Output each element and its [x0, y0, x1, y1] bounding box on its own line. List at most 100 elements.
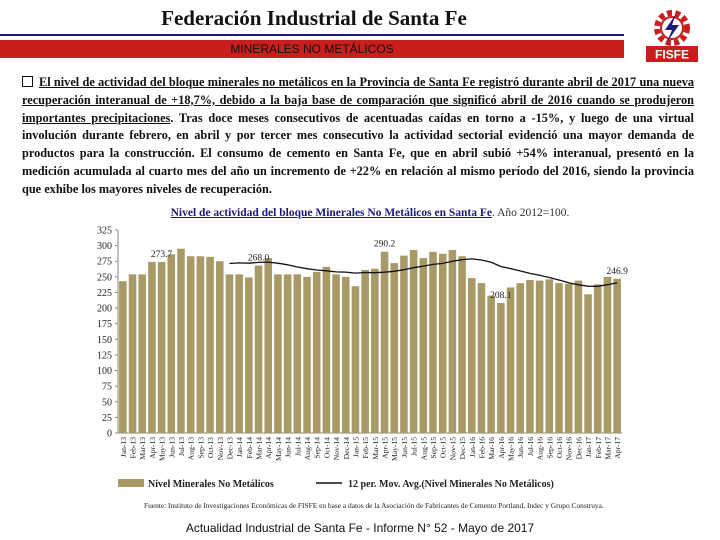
chart-title-base: . Año 2012=100. [491, 207, 570, 219]
data-bar [593, 284, 602, 433]
y-tick-label: 100 [97, 366, 112, 377]
data-bar [429, 251, 437, 433]
data-bar [390, 263, 399, 433]
x-tick-label: Mar-17 [603, 437, 612, 460]
x-tick-label: Apr-17 [613, 437, 622, 459]
x-tick-label: Mar-16 [487, 437, 496, 460]
data-bar [380, 251, 389, 433]
x-tick-label: Aug-14 [303, 437, 312, 460]
data-bar [312, 271, 321, 433]
data-bar [477, 283, 486, 433]
x-tick-label: Mar-14 [255, 437, 264, 460]
gear-lightning-icon [654, 10, 690, 46]
x-tick-label: Jan-15 [351, 437, 360, 457]
x-tick-label: Apr-13 [148, 437, 157, 459]
x-tick-label: Aug-16 [536, 437, 545, 460]
data-bar [177, 248, 185, 433]
y-tick-label: 150 [97, 335, 112, 346]
x-tick-label: Mar-13 [138, 437, 147, 460]
legend-label-line: 12 per. Mov. Avg.(Nivel Minerales No Met… [348, 479, 554, 490]
x-tick-label: Jun-15 [400, 437, 409, 458]
y-tick-label: 225 [97, 288, 112, 299]
x-tick-label: May-13 [158, 437, 167, 461]
data-bar [400, 255, 408, 433]
y-tick-label: 325 [97, 226, 112, 237]
x-tick-label: Sep-16 [545, 437, 554, 459]
x-tick-label: Aug-13 [187, 437, 196, 460]
checkbox-bullet-icon [22, 76, 33, 87]
y-tick-label: 175 [97, 319, 112, 330]
data-bar [254, 265, 263, 433]
x-tick-label: Dec-14 [342, 437, 351, 460]
data-bar [371, 268, 379, 433]
moving-average-line [229, 258, 618, 287]
x-tick-label: May-15 [390, 437, 399, 461]
data-bar [157, 262, 166, 433]
data-bar [516, 283, 525, 433]
data-bar [506, 287, 515, 433]
data-bar [215, 261, 224, 433]
data-bar [341, 276, 350, 433]
data-bar [555, 283, 563, 433]
x-tick-label: Jan-16 [468, 437, 477, 457]
page-title: Federación Industrial de Santa Fe [161, 6, 467, 30]
x-tick-label: Dec-16 [574, 437, 583, 460]
logo-text: FISFE [655, 48, 689, 62]
summary-paragraph: El nivel de actividad del bloque mineral… [22, 74, 694, 199]
data-bar [119, 281, 127, 433]
x-tick-label: Apr-16 [497, 437, 506, 459]
x-tick-label: Jul-13 [177, 437, 186, 456]
title-underline [0, 34, 624, 36]
y-tick-label: 0 [107, 429, 112, 440]
x-tick-label: Dec-15 [458, 437, 467, 460]
data-bar [526, 279, 534, 433]
section-band: MINERALES NO METÁLICOS [0, 40, 624, 58]
data-bar [225, 274, 234, 433]
x-tick-label: Feb-15 [361, 437, 370, 459]
y-tick-label: 25 [102, 413, 112, 424]
data-bar [245, 277, 253, 433]
x-tick-label: Jun-13 [167, 437, 176, 458]
data-bar [138, 274, 147, 433]
data-bar [332, 274, 340, 433]
data-bar [206, 256, 214, 433]
y-tick-label: 300 [97, 241, 112, 252]
data-bar [283, 274, 292, 433]
data-bar [438, 253, 447, 433]
x-tick-label: Nov-16 [565, 437, 574, 460]
x-tick-label: Jan-13 [119, 437, 128, 457]
data-label: 246.9 [606, 267, 628, 277]
data-bar [361, 269, 369, 433]
data-bar [497, 303, 505, 433]
data-label: 208.1 [490, 291, 512, 301]
x-tick-label: Jul-15 [410, 437, 419, 456]
data-label: 273.7 [151, 250, 173, 260]
y-tick-label: 125 [97, 350, 112, 361]
data-bar [303, 276, 311, 433]
x-tick-label: Feb-13 [129, 437, 138, 459]
x-tick-label: Nov-13 [216, 437, 225, 460]
data-bar [458, 256, 466, 433]
data-bar [409, 249, 418, 433]
fisfe-logo: FISFE [646, 10, 698, 62]
x-tick-label: Jan-14 [235, 437, 244, 457]
section-subtitle: MINERALES NO METÁLICOS [230, 42, 394, 56]
x-tick-label: Oct-15 [439, 437, 448, 458]
data-bar [545, 279, 554, 433]
data-bar [535, 280, 544, 433]
data-bar [322, 266, 331, 433]
x-tick-label: Aug-15 [419, 437, 428, 460]
legend-swatch-bars [118, 479, 144, 487]
x-tick-label: Sep-14 [313, 437, 322, 459]
data-bar [351, 286, 360, 433]
data-bar [487, 295, 495, 433]
x-tick-label: Oct-14 [322, 437, 331, 458]
y-tick-label: 75 [102, 382, 112, 393]
x-tick-label: Mar-15 [371, 437, 380, 460]
x-tick-label: May-16 [507, 437, 516, 461]
chart-title: Nivel de actividad del bloque Minerales … [0, 207, 720, 219]
paragraph-text: . Tras doce meses consecutivos de acentu… [22, 110, 694, 196]
data-bar [419, 258, 428, 433]
data-bar [293, 274, 302, 433]
data-bar [613, 278, 621, 433]
